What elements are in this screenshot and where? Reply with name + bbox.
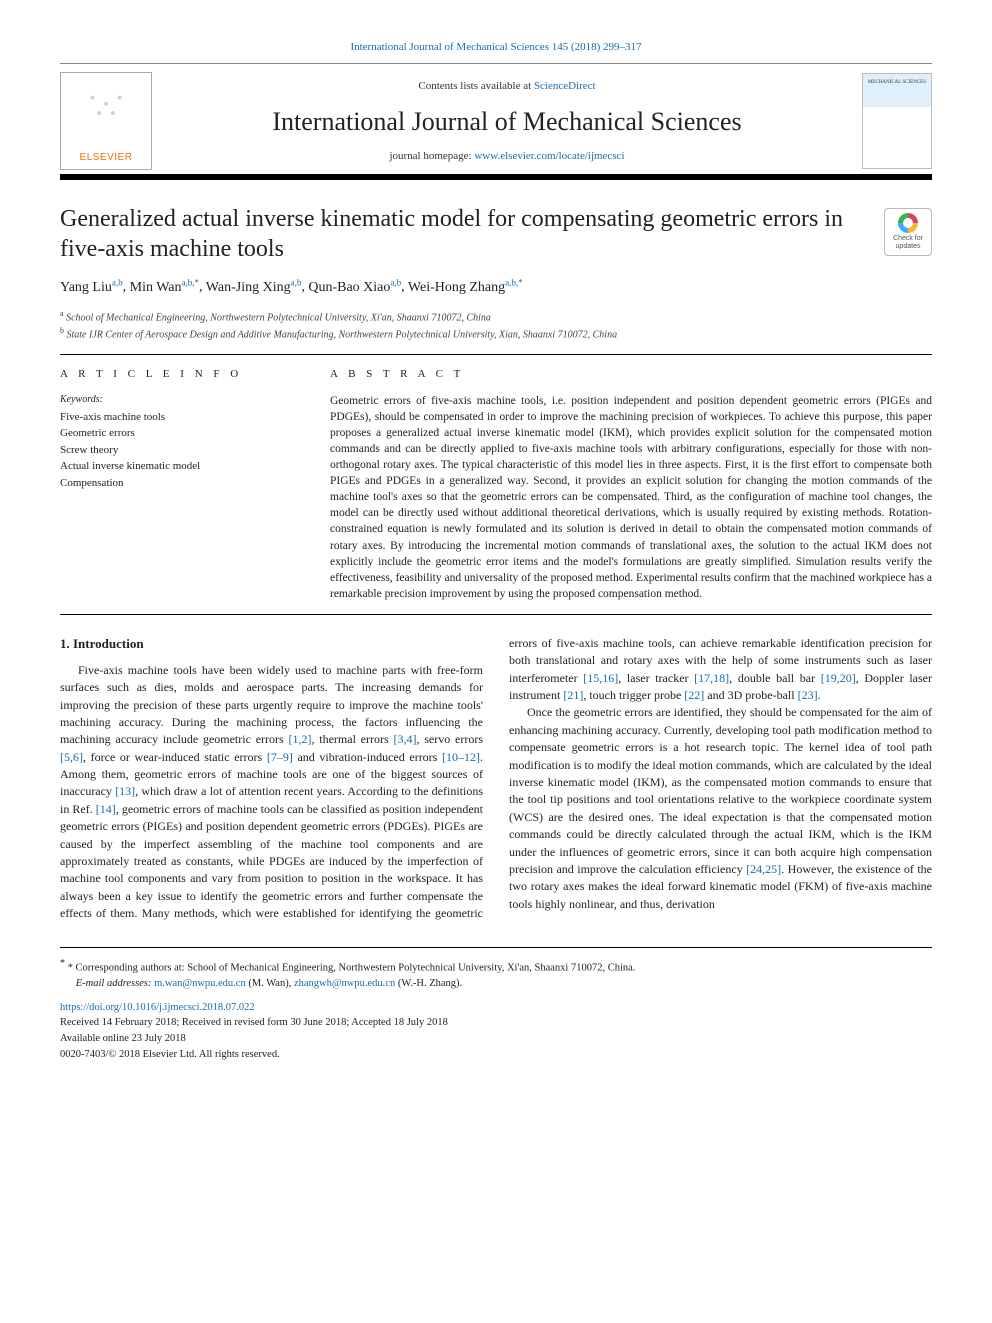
kw-4: Compensation [60, 475, 300, 492]
citation[interactable]: [1,2] [288, 732, 311, 746]
tree-icon [72, 79, 140, 141]
intro-p2: Once the geometric errors are identified… [509, 704, 932, 913]
citation[interactable]: [13] [115, 784, 135, 798]
corresponding: * * Corresponding authors at: School of … [60, 956, 932, 976]
emails: E-mail addresses: m.wan@nwpu.edu.cn (M. … [60, 976, 932, 992]
journal-header: ELSEVIER Contents lists available at Sci… [60, 63, 932, 180]
kw-3: Actual inverse kinematic model [60, 458, 300, 475]
homepage-pre: journal homepage: [389, 150, 474, 162]
citation[interactable]: [19,20] [821, 671, 856, 685]
article-title: Generalized actual inverse kinematic mod… [60, 204, 932, 264]
citation[interactable]: [3,4] [393, 732, 416, 746]
citation[interactable]: [24,25] [746, 862, 781, 876]
citation[interactable]: [14] [96, 802, 116, 816]
updates-label: Check for updates [885, 235, 931, 253]
keywords-label: Keywords: [60, 393, 300, 407]
kw-1: Geometric errors [60, 425, 300, 442]
cover-thumbnail[interactable]: MECHANICAL SCIENCES [862, 73, 932, 169]
copyright: 0020-7403/© 2018 Elsevier Ltd. All right… [60, 1047, 932, 1063]
author-2[interactable]: Wan-Jing Xinga,b [206, 280, 302, 295]
email-2[interactable]: zhangwh@nwpu.edu.cn [294, 978, 395, 989]
citation[interactable]: [10–12] [442, 750, 480, 764]
kw-2: Screw theory [60, 442, 300, 459]
email-1[interactable]: m.wan@nwpu.edu.cn [154, 978, 246, 989]
title-text: Generalized actual inverse kinematic mod… [60, 206, 843, 262]
cover-title: MECHANICAL SCIENCES [868, 74, 926, 85]
history: Received 14 February 2018; Received in r… [60, 1015, 932, 1031]
author-0[interactable]: Yang Liua,b [60, 280, 123, 295]
article-info-col: A R T I C L E I N F O Keywords: Five-axi… [60, 367, 300, 602]
citation[interactable]: [5,6] [60, 750, 83, 764]
homepage-line: journal homepage: www.elsevier.com/locat… [164, 149, 850, 164]
abstract-col: A B S T R A C T Geometric errors of five… [330, 367, 932, 602]
abstract-heading: A B S T R A C T [330, 367, 932, 382]
citation[interactable]: [21] [563, 688, 583, 702]
citation[interactable]: [15,16] [583, 671, 618, 685]
intro-heading: 1. Introduction [60, 635, 483, 654]
top-citation[interactable]: International Journal of Mechanical Scie… [60, 40, 932, 55]
citation[interactable]: [17,18] [694, 671, 729, 685]
body-columns: 1. Introduction Five-axis machine tools … [60, 635, 932, 923]
affiliation-b: b State IJR Center of Aerospace Design a… [60, 325, 932, 342]
elsevier-label: ELSEVIER [80, 151, 133, 165]
abstract-text: Geometric errors of five-axis machine to… [330, 393, 932, 602]
footer: * * Corresponding authors at: School of … [60, 947, 932, 1063]
email-label: E-mail addresses: [76, 978, 154, 989]
contents-pre: Contents lists available at [418, 80, 533, 92]
contents-line: Contents lists available at ScienceDirec… [164, 79, 850, 94]
updates-icon [898, 213, 918, 233]
citation[interactable]: [7–9] [267, 750, 293, 764]
header-center: Contents lists available at ScienceDirec… [164, 79, 850, 164]
homepage-link[interactable]: www.elsevier.com/locate/ijmecsci [474, 150, 624, 162]
article-info-heading: A R T I C L E I N F O [60, 367, 300, 382]
check-updates-badge[interactable]: Check for updates [884, 208, 932, 256]
rule-2 [60, 614, 932, 615]
citation[interactable]: [23] [798, 688, 818, 702]
citation[interactable]: [22] [684, 688, 704, 702]
affiliation-a: a School of Mechanical Engineering, Nort… [60, 308, 932, 325]
kw-0: Five-axis machine tools [60, 409, 300, 426]
sciencedirect-link[interactable]: ScienceDirect [534, 80, 596, 92]
author-4[interactable]: Wei-Hong Zhanga,b,* [408, 280, 523, 295]
authors-line: Yang Liua,b, Min Wana,b,*, Wan-Jing Xing… [60, 276, 932, 297]
rule-1 [60, 354, 932, 355]
info-abstract-row: A R T I C L E I N F O Keywords: Five-axi… [60, 367, 932, 602]
author-3[interactable]: Qun-Bao Xiaoa,b [308, 280, 401, 295]
journal-name: International Journal of Mechanical Scie… [164, 104, 850, 140]
elsevier-logo[interactable]: ELSEVIER [60, 72, 152, 170]
author-1[interactable]: Min Wana,b,* [130, 280, 199, 295]
keywords-list: Five-axis machine tools Geometric errors… [60, 409, 300, 492]
online: Available online 23 July 2018 [60, 1031, 932, 1047]
doi-link[interactable]: https://doi.org/10.1016/j.ijmecsci.2018.… [60, 1002, 255, 1013]
